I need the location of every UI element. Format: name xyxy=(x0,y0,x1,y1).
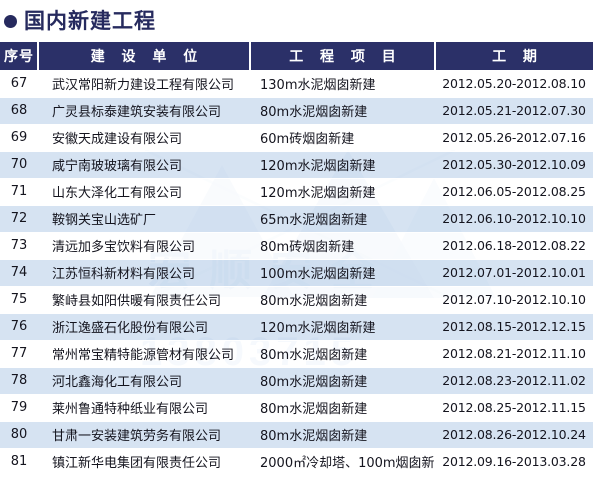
cell-project: 130m水泥烟囱新建 xyxy=(250,70,435,98)
cell-unit: 甘肃一安装建筑劳务有限公司 xyxy=(38,421,250,449)
cell-project: 80m水泥烟囱新建 xyxy=(250,340,435,368)
cell-project: 65m水泥烟囱新建 xyxy=(250,205,435,233)
table-body: 67 武汉常阳新力建设工程有限公司 130m水泥烟囱新建 2012.05.20-201… xyxy=(0,70,593,476)
cell-duration: 2012.08.26-2012.10.24 xyxy=(435,421,593,449)
table-header-row: 序号 建 设 单 位 工 程 项 目 工 期 xyxy=(0,42,593,70)
cell-unit: 镇江新华电集团有限责任公司 xyxy=(38,448,250,476)
table-row: 69 安徽天成建设有限公司 60m砖烟囱新建 2012.05.26-2012.07.1… xyxy=(0,124,593,152)
cell-duration: 2012.07.10-2012.10.10 xyxy=(435,286,593,314)
table-row: 70 咸宁南玻玻璃有限公司 120m水泥烟囱新建 2012.05.30-2012.10… xyxy=(0,151,593,179)
cell-duration: 2012.05.21-2012.07.30 xyxy=(435,97,593,125)
cell-project: 80m砖烟囱新建 xyxy=(250,232,435,260)
cell-seq: 67 xyxy=(0,70,38,98)
cell-project: 80m水泥烟囱新建 xyxy=(250,367,435,395)
projects-table-container: 序号 建 设 单 位 工 程 项 目 工 期 67 武汉常阳新力建设工程有限公司 1… xyxy=(0,42,593,476)
cell-project: 2000㎡冷却塔、100m烟囱新建 xyxy=(250,448,435,476)
cell-seq: 68 xyxy=(0,97,38,125)
cell-duration: 2012.05.30-2012.10.09 xyxy=(435,151,593,179)
cell-project: 120m水泥烟囱新建 xyxy=(250,313,435,341)
cell-seq: 79 xyxy=(0,394,38,422)
table-row: 80 甘肃一安装建筑劳务有限公司 80m水泥烟囱新建 2012.08.26-2012.… xyxy=(0,421,593,449)
table-row: 67 武汉常阳新力建设工程有限公司 130m水泥烟囱新建 2012.05.20-201… xyxy=(0,70,593,98)
cell-unit: 鞍钢关宝山选矿厂 xyxy=(38,205,250,233)
cell-duration: 2012.06.10-2012.10.10 xyxy=(435,205,593,233)
bullet-icon xyxy=(4,14,17,28)
table-row: 79 莱州鲁通特种纸业有限公司 80m水泥烟囱新建 2012.08.25-2012.1… xyxy=(0,394,593,422)
cell-duration: 2012.09.16-2013.03.28 xyxy=(435,448,593,476)
cell-seq: 70 xyxy=(0,151,38,179)
cell-unit: 江苏恒科新材料有限公司 xyxy=(38,259,250,287)
cell-seq: 73 xyxy=(0,232,38,260)
cell-project: 100m水泥烟囱新建 xyxy=(250,259,435,287)
cell-project: 120m水泥烟囱新建 xyxy=(250,151,435,179)
table-row: 77 常州常宝精特能源管材有限公司 80m水泥烟囱新建 2012.08.21-2012… xyxy=(0,340,593,368)
table-row: 78 河北鑫海化工有限公司 80m水泥烟囱新建 2012.08.23-2012.11.… xyxy=(0,367,593,395)
cell-duration: 2012.05.20-2012.08.10 xyxy=(435,70,593,98)
cell-seq: 80 xyxy=(0,421,38,449)
cell-seq: 72 xyxy=(0,205,38,233)
cell-duration: 2012.08.23-2012.11.02 xyxy=(435,367,593,395)
table-row: 74 江苏恒科新材料有限公司 100m水泥烟囱新建 2012.07.01-2012.1… xyxy=(0,259,593,287)
column-header-seq: 序号 xyxy=(0,42,39,70)
cell-unit: 武汉常阳新力建设工程有限公司 xyxy=(38,70,250,98)
table-row: 68 广灵县标泰建筑安装有限公司 80m水泥烟囱新建 2012.05.21-2012.… xyxy=(0,97,593,125)
column-header-unit: 建 设 单 位 xyxy=(38,42,251,70)
cell-seq: 71 xyxy=(0,178,38,206)
cell-seq: 78 xyxy=(0,367,38,395)
table-header: 序号 建 设 单 位 工 程 项 目 工 期 xyxy=(0,42,593,70)
cell-seq: 77 xyxy=(0,340,38,368)
cell-unit: 浙江逸盛石化股份有限公司 xyxy=(38,313,250,341)
cell-unit: 山东大泽化工有限公司 xyxy=(38,178,250,206)
cell-duration: 2012.05.26-2012.07.16 xyxy=(435,124,593,152)
table-row: 81 镇江新华电集团有限责任公司 2000㎡冷却塔、100m烟囱新建 2012.09.… xyxy=(0,448,593,476)
cell-unit: 河北鑫海化工有限公司 xyxy=(38,367,250,395)
cell-seq: 81 xyxy=(0,448,38,476)
cell-seq: 69 xyxy=(0,124,38,152)
cell-duration: 2012.08.21-2012.11.10 xyxy=(435,340,593,368)
table-row: 76 浙江逸盛石化股份有限公司 120m水泥烟囱新建 2012.08.15-2012.… xyxy=(0,313,593,341)
table-row: 73 清远加多宝饮料有限公司 80m砖烟囱新建 2012.06.18-2012.08.… xyxy=(0,232,593,260)
cell-project: 80m水泥烟囱新建 xyxy=(250,286,435,314)
table-row: 75 繁峙县如阳供暖有限责任公司 80m水泥烟囱新建 2012.07.10-2012.… xyxy=(0,286,593,314)
cell-unit: 广灵县标泰建筑安装有限公司 xyxy=(38,97,250,125)
cell-project: 80m水泥烟囱新建 xyxy=(250,97,435,125)
cell-duration: 2012.06.18-2012.08.22 xyxy=(435,232,593,260)
page-title-label: 国内新建工程 xyxy=(24,8,156,33)
cell-duration: 2012.08.25-2012.11.15 xyxy=(435,394,593,422)
projects-table: 序号 建 设 单 位 工 程 项 目 工 期 67 武汉常阳新力建设工程有限公司 1… xyxy=(0,42,593,476)
cell-project: 120m水泥烟囱新建 xyxy=(250,178,435,206)
cell-seq: 76 xyxy=(0,313,38,341)
cell-unit: 安徽天成建设有限公司 xyxy=(38,124,250,152)
cell-unit: 清远加多宝饮料有限公司 xyxy=(38,232,250,260)
cell-duration: 2012.07.01-2012.10.01 xyxy=(435,259,593,287)
cell-seq: 74 xyxy=(0,259,38,287)
cell-unit: 常州常宝精特能源管材有限公司 xyxy=(38,340,250,368)
column-header-duration: 工 期 xyxy=(435,42,593,70)
page-title: 国内新建工程 xyxy=(0,0,600,42)
cell-project: 60m砖烟囱新建 xyxy=(250,124,435,152)
cell-seq: 75 xyxy=(0,286,38,314)
cell-project: 80m水泥烟囱新建 xyxy=(250,394,435,422)
cell-project: 80m水泥烟囱新建 xyxy=(250,421,435,449)
cell-duration: 2012.06.05-2012.08.25 xyxy=(435,178,593,206)
cell-duration: 2012.08.15-2012.12.15 xyxy=(435,313,593,341)
table-row: 71 山东大泽化工有限公司 120m水泥烟囱新建 2012.06.05-2012.08… xyxy=(0,178,593,206)
cell-unit: 咸宁南玻玻璃有限公司 xyxy=(38,151,250,179)
column-header-project: 工 程 项 目 xyxy=(250,42,436,70)
cell-unit: 繁峙县如阳供暖有限责任公司 xyxy=(38,286,250,314)
cell-unit: 莱州鲁通特种纸业有限公司 xyxy=(38,394,250,422)
table-row: 72 鞍钢关宝山选矿厂 65m水泥烟囱新建 2012.06.10-2012.10.10 xyxy=(0,205,593,233)
